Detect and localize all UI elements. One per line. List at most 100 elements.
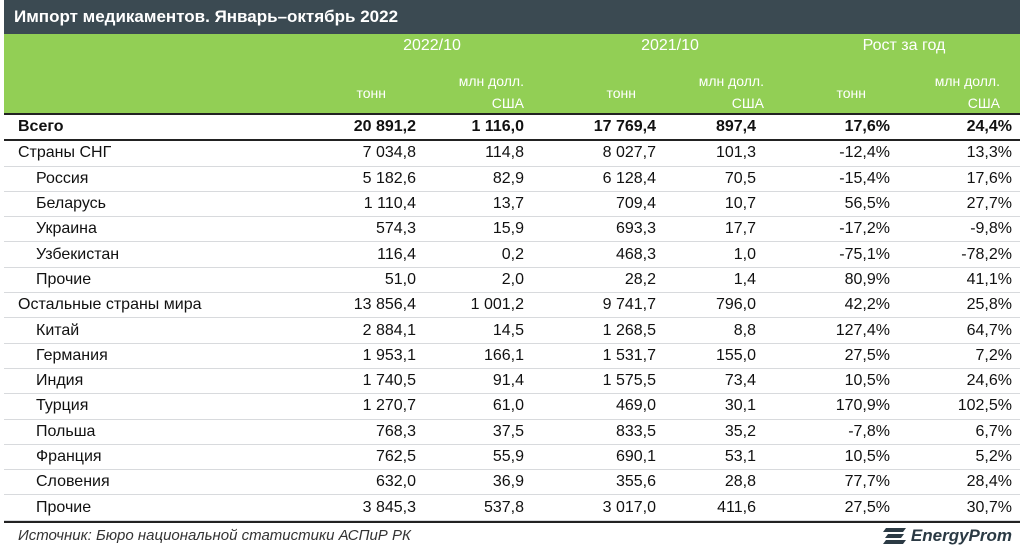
table-cell: 796,0 [664, 292, 764, 319]
table-cell: 28,4% [898, 469, 1020, 496]
row-label: Прочие [4, 267, 296, 294]
table-cell: 8,8 [664, 317, 764, 344]
table-cell: 114,8 [424, 140, 532, 167]
table-cell: 61,0 [424, 393, 532, 420]
table-cell: 1,4 [664, 267, 764, 294]
table-row: Индия 1 740,5 91,4 1 575,5 73,4 10,5% 24,6% [4, 368, 1020, 395]
table-cell: 1 001,2 [424, 292, 532, 319]
table-cell: -7,8% [764, 419, 898, 445]
table-cell: 10,5% [764, 444, 898, 471]
table-cell: 8 027,7 [532, 140, 664, 167]
table-cell: 170,9% [764, 393, 898, 420]
header-tons-2022: тонн [356, 85, 386, 101]
table-cell: 537,8 [424, 494, 532, 521]
table-cell: 693,3 [532, 216, 664, 243]
table-row: Узбекистан 116,4 0,2 468,3 1,0 -75,1% -78,2% [4, 241, 1020, 268]
table-cell: 127,4% [764, 317, 898, 344]
table-cell: 102,5% [898, 393, 1020, 420]
row-label: Украина [4, 216, 296, 243]
data-table: Всего 20 891,2 1 116,0 17 769,4 897,4 17,6% 24… [4, 112, 1020, 521]
table-cell: 10,7 [664, 191, 764, 218]
table-cell: 3 845,3 [296, 494, 424, 521]
table-cell: 41,1% [898, 267, 1020, 294]
row-label: Узбекистан [4, 241, 296, 268]
header-usd-growth: млн долл. США [900, 70, 1000, 114]
table-row: Россия 5 182,6 82,9 6 128,4 70,5 -15,4% 17,6% [4, 166, 1020, 192]
table-cell: 55,9 [424, 444, 532, 471]
table-cell: 27,5% [764, 494, 898, 521]
table-cell: 574,3 [296, 216, 424, 243]
table-cell: 10,5% [764, 368, 898, 395]
table-cell: 13,3% [898, 140, 1020, 167]
table-cell: 101,3 [664, 140, 764, 167]
table-cell: 25,8% [898, 292, 1020, 319]
header-usd-2021: млн долл. США [664, 70, 764, 114]
row-label: Польша [4, 419, 296, 445]
header-group-2022: 2022/10 [403, 37, 461, 54]
table-cell: 768,3 [296, 419, 424, 445]
table-cell: 28,8 [664, 469, 764, 496]
table-cell: -78,2% [898, 241, 1020, 268]
table-cell: 155,0 [664, 343, 764, 369]
table-cell: 20 891,2 [296, 112, 424, 142]
energyprom-logo: EnergyProm [882, 525, 1012, 547]
row-label: Франция [4, 444, 296, 471]
row-label: Турция [4, 393, 296, 420]
table-cell: 833,5 [532, 419, 664, 445]
header-usd-line2: США [491, 95, 524, 111]
table-row: Всего 20 891,2 1 116,0 17 769,4 897,4 17,6% 24… [4, 112, 1020, 142]
table-cell: 5,2% [898, 444, 1020, 471]
table-row: Остальные страны мира 13 856,4 1 001,2 9 74… [4, 292, 1020, 319]
table-cell: 13 856,4 [296, 292, 424, 319]
table-row: Китай 2 884,1 14,5 1 268,5 8,8 127,4% 64,7% [4, 317, 1020, 344]
table-cell: 2 884,1 [296, 317, 424, 344]
row-label: Страны СНГ [4, 140, 296, 167]
table-cell: 13,7 [424, 191, 532, 218]
table-cell: -9,8% [898, 216, 1020, 243]
table-cell: 64,7% [898, 317, 1020, 344]
table-cell: 0,2 [424, 241, 532, 268]
header-usd-line2: США [967, 95, 1000, 111]
table-title: Импорт медикаментов. Январь–октябрь 2022 [4, 0, 1020, 34]
header-usd-line1: млн долл. [698, 73, 764, 89]
source-note: Источник: Бюро национальной статистики А… [18, 526, 411, 544]
header-group-growth: Рост за год [862, 37, 946, 54]
table-cell: 51,0 [296, 267, 424, 294]
table-cell: 27,7% [898, 191, 1020, 218]
table-cell: -75,1% [764, 241, 898, 268]
table-cell: 7 034,8 [296, 140, 424, 167]
row-label: Остальные страны мира [4, 292, 296, 319]
table-footer: Источник: Бюро национальной статистики А… [4, 520, 1020, 553]
table-cell: 6,7% [898, 419, 1020, 445]
table-cell: 1 740,5 [296, 368, 424, 395]
table-cell: 36,9 [424, 469, 532, 496]
table-cell: 3 017,0 [532, 494, 664, 521]
table-cell: 2,0 [424, 267, 532, 294]
table-cell: 1 270,7 [296, 393, 424, 420]
table-cell: 53,1 [664, 444, 764, 471]
table-cell: 1 953,1 [296, 343, 424, 369]
table-cell: 56,5% [764, 191, 898, 218]
table-cell: 632,0 [296, 469, 424, 496]
table-row: Польша 768,3 37,5 833,5 35,2 -7,8% 6,7% [4, 419, 1020, 445]
table-cell: 1 575,5 [532, 368, 664, 395]
row-label: Россия [4, 166, 296, 192]
table-row: Прочие 3 845,3 537,8 3 017,0 411,6 27,5% 30,7% [4, 494, 1020, 521]
header-group-2021: 2021/10 [641, 37, 699, 54]
table-cell: -15,4% [764, 166, 898, 192]
table-cell: 37,5 [424, 419, 532, 445]
table-cell: 15,9 [424, 216, 532, 243]
table-cell: 411,6 [664, 494, 764, 521]
table-cell: 762,5 [296, 444, 424, 471]
table-cell: 1 110,4 [296, 191, 424, 218]
table-cell: 30,1 [664, 393, 764, 420]
row-label: Китай [4, 317, 296, 344]
row-label: Словения [4, 469, 296, 496]
table-cell: 469,0 [532, 393, 664, 420]
table-figure: Импорт медикаментов. Январь–октябрь 2022… [4, 0, 1020, 553]
table-cell: 690,1 [532, 444, 664, 471]
row-label: Прочие [4, 494, 296, 521]
table-cell: 73,4 [664, 368, 764, 395]
table-cell: 5 182,6 [296, 166, 424, 192]
table-cell: 24,4% [898, 112, 1020, 142]
